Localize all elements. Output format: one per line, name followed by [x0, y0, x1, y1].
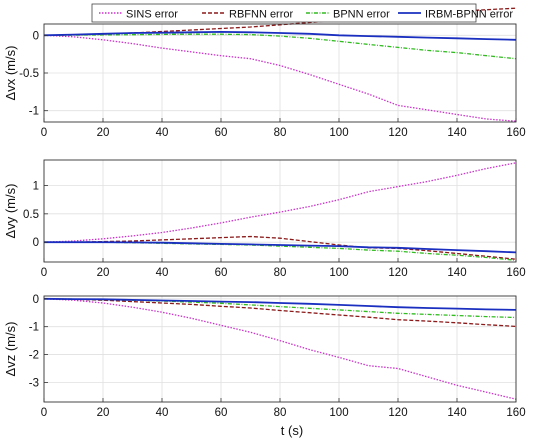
x-tick-label: 80	[274, 407, 287, 419]
x-tick-label: 40	[156, 267, 169, 279]
series-line-sins	[43, 34, 517, 122]
x-tick-label: 100	[329, 127, 348, 139]
x-tick-label: 80	[274, 267, 287, 279]
series-line-sins	[43, 162, 517, 243]
y-axis-label-vx: Δvx (m/s)	[3, 46, 18, 101]
x-tick-label: 120	[388, 267, 407, 279]
panel-vx: 0 20 40 60 80 100 120 140 160 0 -0.5 -1 Δvx (m/s)	[3, 7, 526, 139]
x-tick-label: 20	[97, 407, 110, 419]
legend-box	[91, 3, 477, 23]
x-tick-label: 140	[447, 407, 466, 419]
legend: SINS error RBFNN error BPNN error IRBM-B…	[91, 3, 513, 23]
x-tick-label: 0	[41, 407, 47, 419]
x-tick-label: 120	[388, 127, 407, 139]
x-tick-label: 20	[97, 127, 110, 139]
y-tick-label: -2	[29, 350, 39, 362]
y-tick-label: -3	[29, 377, 39, 389]
series-line-irbm-bpnn	[43, 297, 517, 311]
x-tick-label: 40	[156, 407, 169, 419]
x-tick-label: 60	[215, 127, 228, 139]
series-line-rbfnn	[44, 235, 517, 260]
series-line-sins	[43, 298, 517, 400]
y-tick-label: 1	[33, 181, 39, 193]
y-tick-label: -0.5	[19, 68, 39, 80]
x-tick-label: 140	[447, 127, 466, 139]
y-tick-label: 0	[33, 30, 39, 42]
x-tick-label: 140	[447, 267, 466, 279]
y-tick-label: -1	[29, 106, 39, 118]
legend-label-irbm-bpnn: IRBM-BPNN error	[425, 9, 513, 21]
panel-vz: 0 20 40 60 80 100 120 140 160 0 -1 -2 -3 Δvz (m/s)	[3, 294, 526, 419]
legend-label-sins: SINS error	[126, 9, 178, 21]
x-tick-label: 0	[41, 127, 47, 139]
x-tick-label: 100	[329, 267, 348, 279]
x-tick-label: 160	[506, 127, 525, 139]
series-line-bpnn	[43, 298, 517, 319]
series-line-irbm-bpnn	[43, 30, 517, 41]
x-tick-label: 60	[215, 407, 228, 419]
y-tick-label: 0	[33, 237, 39, 249]
legend-label-rbfnn: RBFNN error	[229, 9, 294, 21]
y-tick-label: 0.5	[23, 209, 39, 221]
x-tick-label: 0	[41, 267, 47, 279]
y-tick-label: -1	[29, 322, 39, 334]
legend-label-bpnn: BPNN error	[333, 9, 390, 21]
x-tick-label: 100	[329, 407, 348, 419]
x-tick-label: 40	[156, 127, 169, 139]
x-tick-label: 80	[274, 127, 287, 139]
y-axis-label-vy: Δvy (m/s)	[3, 184, 18, 239]
x-axis-label: t (s)	[281, 423, 303, 438]
x-tick-label: 60	[215, 267, 228, 279]
series-line-irbm-bpnn	[44, 241, 517, 254]
x-tick-label: 120	[388, 407, 407, 419]
panel-vy: 0 20 40 60 80 100 120 140 160 0 0.5 1 Δvy (m/s)	[3, 159, 526, 279]
series-line-rbfnn	[43, 298, 517, 328]
series-line-bpnn	[43, 33, 517, 60]
x-tick-label: 160	[506, 407, 525, 419]
series-line-bpnn	[44, 241, 517, 261]
y-tick-label: 0	[33, 294, 39, 306]
x-tick-label: 20	[97, 267, 110, 279]
x-tick-label: 160	[506, 267, 525, 279]
y-axis-label-vz: Δvz (m/s)	[3, 322, 18, 377]
